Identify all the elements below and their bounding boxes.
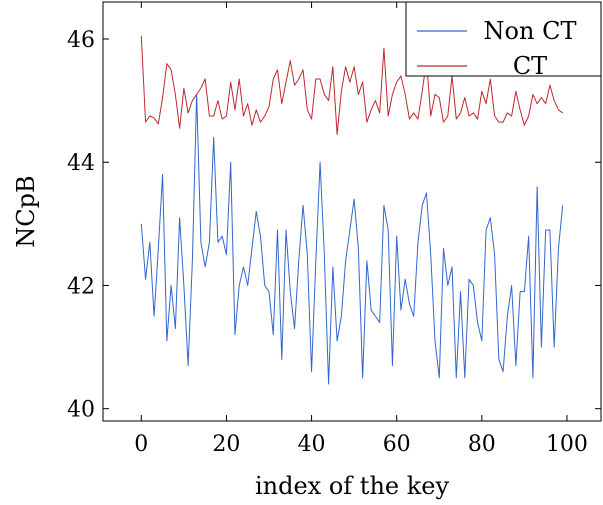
y-tick-label-42: 42 [67, 274, 95, 299]
y-tick-label-44: 44 [67, 151, 95, 176]
x-tick-label-20: 20 [212, 432, 240, 457]
y-tick-label-46: 46 [67, 28, 95, 53]
y-tick-label-40: 40 [67, 398, 95, 423]
x-tick-label-40: 40 [298, 432, 326, 457]
plot-frame [102, 1, 602, 422]
x-tick-label-100: 100 [546, 432, 588, 457]
legend-box [405, 1, 602, 77]
series-line-non-ct [140, 93, 564, 385]
legend: Non CT CT [405, 1, 602, 80]
y-axis-label: NCpB [12, 175, 40, 247]
x-tick-label-0: 0 [134, 432, 148, 457]
series-layer [140, 35, 564, 385]
legend-label-non-ct: Non CT [484, 17, 577, 45]
legend-label-ct: CT [513, 52, 547, 80]
series-line-ct [140, 35, 563, 135]
x-tick-label-60: 60 [383, 432, 411, 457]
x-tick-label-80: 80 [468, 432, 496, 457]
ticks-layer: 0 20 40 60 80 100 40 42 44 46 [67, 2, 601, 457]
x-axis-label: index of the key [255, 472, 450, 500]
